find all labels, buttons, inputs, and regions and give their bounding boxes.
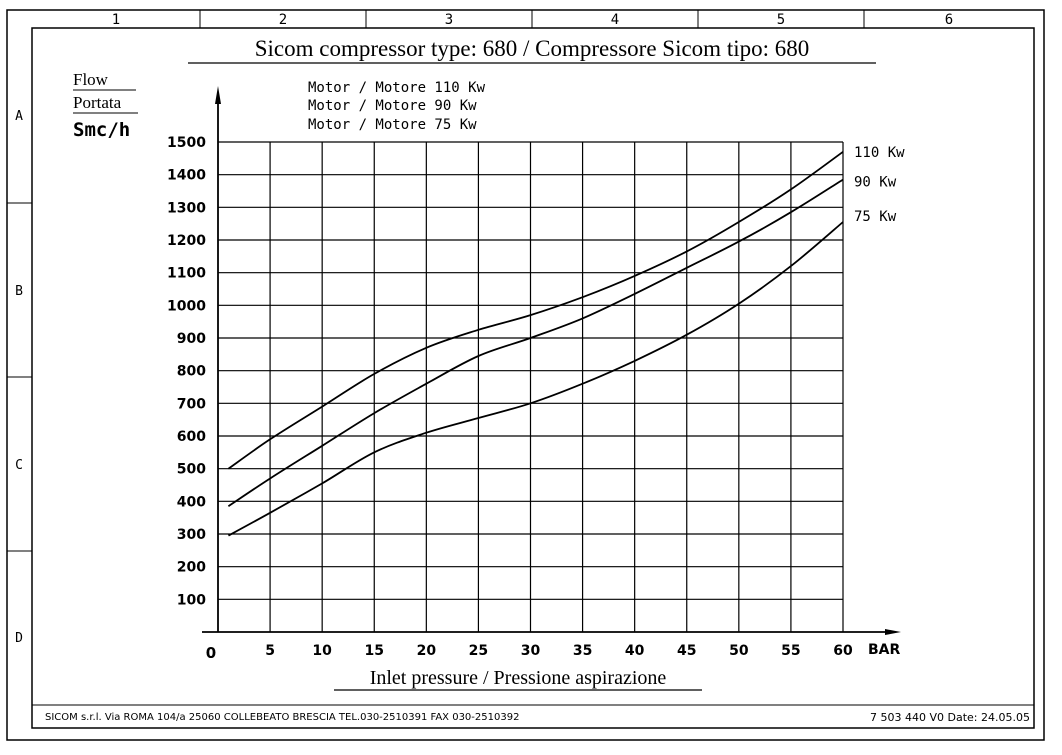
y-axis-arrow [215, 86, 221, 104]
series-labels: 110 Kw 90 Kw 75 Kw [854, 145, 905, 225]
y-label-unit: Smc/h [73, 119, 130, 141]
x-origin-label: 0 [206, 644, 216, 662]
x-tick-label: 45 [677, 643, 696, 659]
column-label-5: 5 [777, 12, 785, 28]
x-tick-label: 25 [469, 643, 488, 659]
outer-border [6, 9, 1045, 741]
y-tick-label: 1400 [167, 168, 206, 184]
grid [218, 141, 844, 632]
x-axis-title: Inlet pressure / Pressione aspirazione [370, 667, 667, 689]
y-tick-label: 900 [177, 331, 206, 347]
y-tick-label: 1100 [167, 266, 206, 282]
x-tick-label: 40 [625, 643, 645, 659]
y-tick-labels: 100 200 300 400 500 600 700 800 900 1000 1100 1200 1… [167, 135, 206, 608]
legend-line-75: Motor / Motore 75 Kw [308, 117, 477, 133]
x-tick-label: 5 [265, 643, 275, 659]
y-label-portata: Portata [73, 93, 122, 112]
column-label-6: 6 [945, 12, 953, 28]
y-tick-label: 1200 [167, 233, 206, 249]
footer-company: SICOM s.r.l. Via ROMA 104/a 25060 COLLEB… [45, 712, 519, 723]
y-tick-label: 1500 [167, 135, 206, 151]
x-tick-label: 30 [521, 643, 541, 659]
y-tick-label: 300 [177, 527, 206, 543]
axes [202, 86, 901, 635]
y-tick-label: 500 [177, 462, 206, 478]
y-tick-label: 100 [177, 592, 206, 608]
y-tick-label: 1300 [167, 200, 206, 216]
column-label-3: 3 [445, 12, 453, 28]
row-label-b: B [15, 284, 23, 299]
row-header: A B C D [7, 109, 32, 646]
y-tick-label: 400 [177, 494, 206, 510]
row-label-d: D [15, 631, 23, 646]
inner-border [31, 27, 1035, 729]
column-header: 1 2 3 4 5 6 [112, 10, 953, 28]
y-tick-label: 600 [177, 429, 206, 445]
x-tick-label: 55 [781, 643, 800, 659]
legend-line-90: Motor / Motore 90 Kw [308, 98, 477, 114]
legend-line-110: Motor / Motore 110 Kw [308, 80, 486, 96]
x-tick-label: 50 [729, 643, 749, 659]
series-label: 75 Kw [854, 209, 897, 225]
series-label: 110 Kw [854, 145, 905, 161]
chart-title: Sicom compressor type: 680 / Compressore… [255, 36, 810, 61]
x-tick-label: 15 [365, 643, 384, 659]
row-label-a: A [15, 109, 23, 124]
x-axis-arrow [885, 629, 901, 635]
column-label-1: 1 [112, 12, 120, 28]
series-line-110-kw [227, 151, 844, 470]
column-label-4: 4 [611, 12, 619, 28]
x-axis-unit: BAR [868, 642, 901, 658]
x-tick-label: 20 [417, 643, 437, 659]
y-label-flow: Flow [73, 70, 109, 89]
x-tick-labels: 5 10 15 20 25 30 35 40 45 50 55 60 [265, 643, 853, 659]
y-tick-label: 800 [177, 364, 206, 380]
series-line-75-kw [227, 221, 844, 537]
x-tick-label: 60 [833, 643, 853, 659]
series-lines [227, 151, 844, 537]
series-line-90-kw [227, 178, 844, 507]
row-label-c: C [15, 458, 23, 473]
series-label: 90 Kw [854, 175, 897, 191]
y-tick-label: 700 [177, 396, 206, 412]
y-tick-label: 200 [177, 560, 206, 576]
footer-document: 7 503 440 V0 Date: 24.05.05 [870, 711, 1030, 724]
y-tick-label: 1000 [167, 298, 206, 314]
x-tick-label: 35 [573, 643, 592, 659]
x-tick-label: 10 [312, 643, 332, 659]
column-label-2: 2 [279, 12, 287, 28]
